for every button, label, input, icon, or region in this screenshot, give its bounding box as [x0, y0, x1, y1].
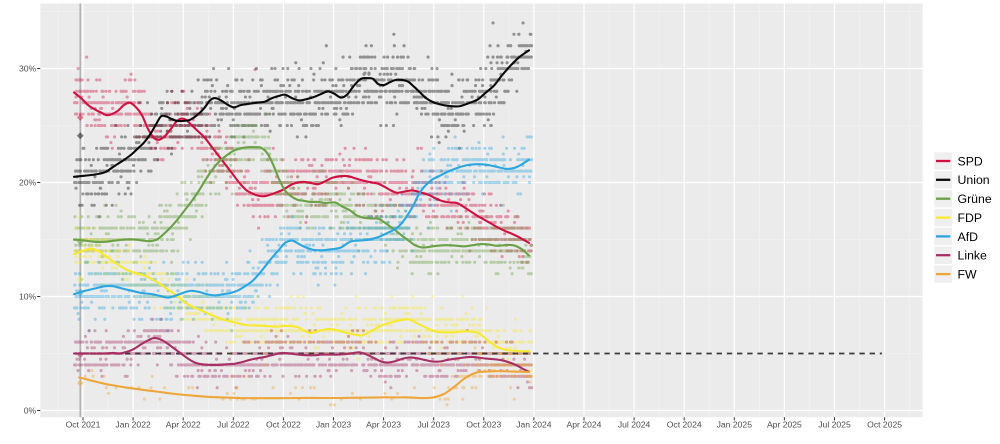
- svg-text:Jul 2022: Jul 2022: [217, 420, 250, 430]
- svg-text:Oct 2022: Oct 2022: [266, 420, 301, 430]
- svg-text:Apr 2023: Apr 2023: [366, 420, 401, 430]
- svg-text:Jan 2022: Jan 2022: [115, 420, 151, 430]
- svg-text:Apr 2025: Apr 2025: [767, 420, 802, 430]
- svg-text:Union: Union: [958, 173, 990, 187]
- svg-text:AfD: AfD: [958, 230, 979, 244]
- svg-text:Oct 2021: Oct 2021: [66, 420, 101, 430]
- svg-text:Linke: Linke: [958, 249, 988, 263]
- svg-text:Oct 2023: Oct 2023: [466, 420, 501, 430]
- svg-text:20%: 20%: [19, 178, 37, 188]
- svg-text:Jul 2024: Jul 2024: [618, 420, 651, 430]
- svg-text:Oct 2024: Oct 2024: [667, 420, 702, 430]
- svg-text:Jan 2024: Jan 2024: [516, 420, 552, 430]
- svg-text:Jan 2023: Jan 2023: [316, 420, 352, 430]
- svg-text:30%: 30%: [19, 64, 37, 74]
- svg-text:10%: 10%: [19, 292, 37, 302]
- svg-text:Apr 2024: Apr 2024: [567, 420, 602, 430]
- svg-text:Grüne: Grüne: [958, 192, 992, 206]
- svg-text:Oct 2025: Oct 2025: [867, 420, 902, 430]
- svg-text:FDP: FDP: [958, 211, 983, 225]
- svg-text:SPD: SPD: [958, 154, 983, 168]
- svg-text:Jul 2025: Jul 2025: [818, 420, 851, 430]
- svg-text:FW: FW: [958, 268, 978, 282]
- svg-text:Apr 2022: Apr 2022: [166, 420, 201, 430]
- svg-text:0%: 0%: [24, 406, 37, 416]
- svg-text:Jan 2025: Jan 2025: [717, 420, 753, 430]
- svg-text:Jul 2023: Jul 2023: [417, 420, 450, 430]
